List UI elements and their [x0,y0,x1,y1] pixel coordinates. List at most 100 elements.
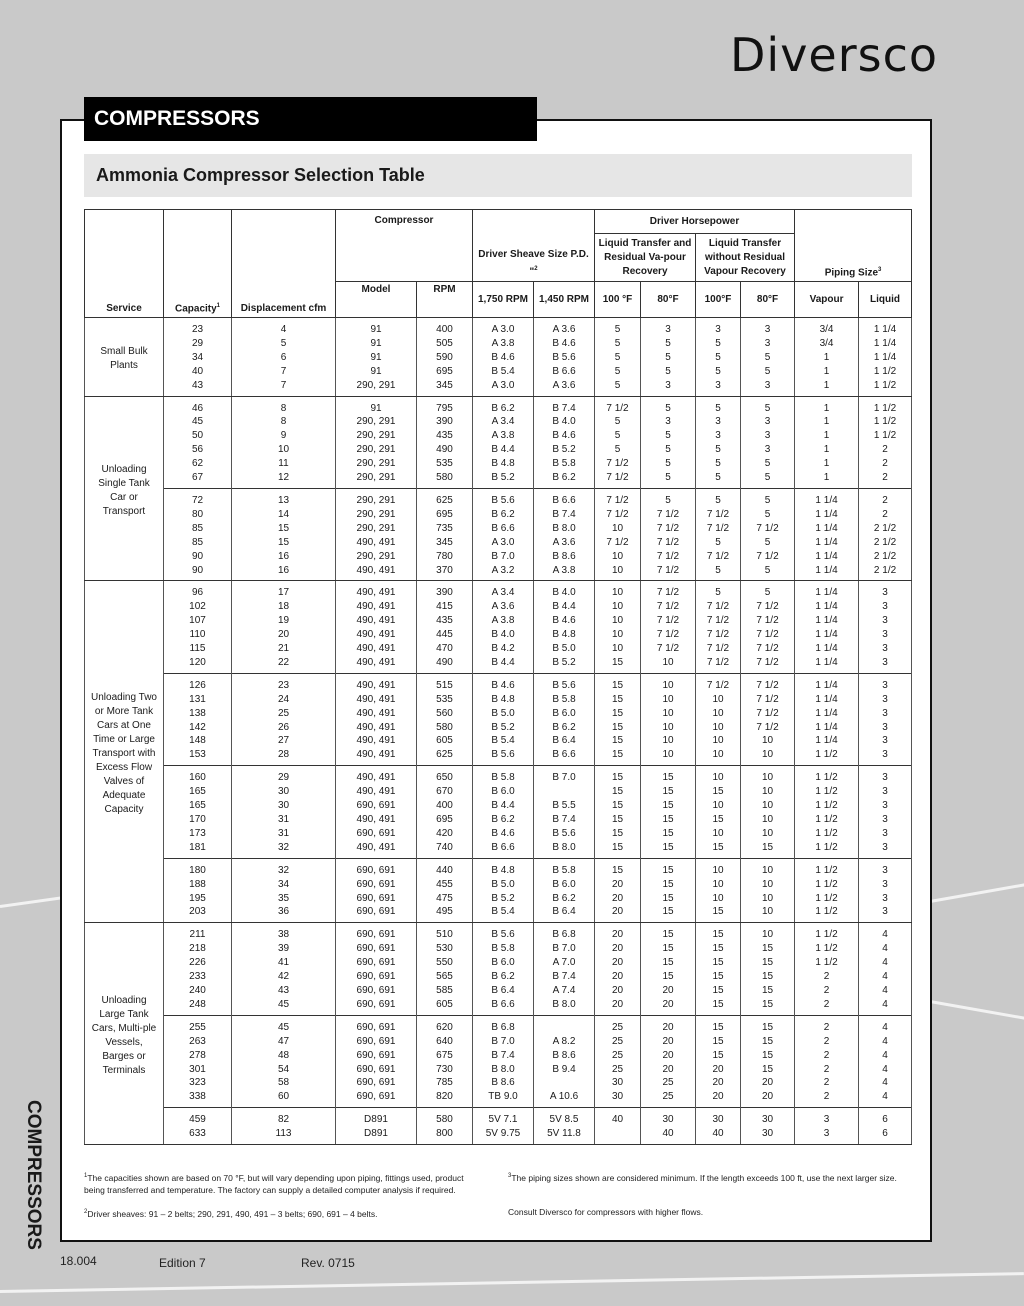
liquid-cell: 3 [858,600,913,615]
displacement-cell: 12 [231,471,336,489]
table-row: 72 13 290, 291 625 B 5.6 B 6.6 7 1/2 5 5 5 1 1/4 2 [85,487,913,508]
hp-80f-without-cell: 15 [739,1034,796,1049]
sheave-1450-cell: B 9.4 [533,1062,595,1077]
hp-80f-with-cell: 20 [640,983,696,998]
sheave-1450-cell: B 6.4 [533,734,595,749]
hp-80f-with-cell: 15 [640,799,696,813]
hp-100f-with-cell: 20 [594,956,641,971]
sheave-1750-cell: B 6.2 [472,970,534,984]
hp-100f-without-cell: 15 [695,813,741,827]
liquid-cell: 3 [858,905,913,924]
table-row: 180 32 690, 691 440 B 4.8 B 5.8 15 15 10 10 1 1/2 3 [85,857,913,878]
hp-80f-without-cell: 5 [739,580,796,601]
sheave-1750-cell: B 4.6 [472,350,534,365]
hp-100f-with-cell: 7 1/2 [594,395,641,416]
hp-100f-with-cell: 20 [594,877,641,892]
capacity-cell: 29 [163,336,232,351]
table-row: 56 10 290, 291 490 B 4.4 B 5.2 5 5 5 3 1 2 [85,443,913,458]
model-cell: 490, 491 [335,692,417,707]
rpm-cell: 440 [416,857,473,878]
hp-100f-with-cell: 5 [594,443,641,458]
vapour-cell: 1 1/4 [794,580,860,601]
liquid-cell: 2 1/2 [858,535,913,550]
sheave-1750-cell: B 5.2 [472,471,534,489]
hp-100f-without-cell: 15 [695,1034,741,1049]
header-service: Service [84,209,164,318]
displacement-cell: 32 [231,857,336,878]
displacement-cell: 60 [231,1090,336,1108]
rpm-cell: 565 [416,970,473,984]
hp-100f-without-cell: 5 [695,336,741,351]
table-row: 90 16 290, 291 780 B 7.0 B 8.6 10 7 1/2 7 1/2 7 1… [85,549,913,564]
hp-100f-without-cell: 30 [695,1107,741,1128]
table-row: 120 22 490, 491 490 B 4.4 B 5.2 15 10 7 1/2 7 1/2… [85,655,913,674]
table-row: Unloading Single Tank Car or Transport 46… [84,395,913,582]
rpm-cell: 510 [416,922,473,943]
hp-100f-without-cell: 20 [695,1090,741,1108]
hp-80f-with-cell: 15 [640,765,696,786]
hp-80f-with-cell: 15 [640,891,696,906]
displacement-cell: 10 [231,443,336,458]
hp-100f-with-cell: 10 [594,600,641,615]
vapour-cell: 1 1/4 [794,487,860,508]
hp-100f-with-cell: 30 [594,1090,641,1108]
hp-100f-without-cell: 5 [695,364,741,379]
vapour-cell: 3 [794,1107,860,1128]
sheave-1450-cell: A 7.4 [533,983,595,998]
model-cell: 490, 491 [335,734,417,749]
sheave-1450-cell: B 7.4 [533,970,595,984]
displacement-cell: 16 [231,549,336,564]
liquid-cell: 4 [858,983,913,998]
capacity-cell: 160 [163,765,232,786]
capacity-cell: 102 [163,600,232,615]
displacement-cell: 7 [231,364,336,379]
header-1450-rpm: 1,450 RPM [533,281,595,318]
displacement-cell: 26 [231,720,336,735]
hp-80f-with-cell: 5 [640,336,696,351]
sheave-1750-cell: B 5.8 [472,765,534,786]
displacement-cell: 8 [231,415,336,430]
capacity-cell: 50 [163,429,232,444]
sheave-1450-cell: B 6.2 [533,720,595,735]
hp-100f-without-cell: 3 [695,415,741,430]
capacity-cell: 67 [163,471,232,489]
sheave-1450-cell: B 5.8 [533,692,595,707]
sheave-1750-cell: B 4.8 [472,692,534,707]
capacity-cell: 80 [163,507,232,522]
capacity-cell: 56 [163,443,232,458]
sheave-1750-cell: A 3.6 [472,600,534,615]
hp-80f-with-cell: 15 [640,942,696,957]
capacity-cell: 115 [163,642,232,656]
background-stripe [929,882,1024,903]
sheave-1750-cell: B 4.4 [472,799,534,813]
liquid-cell: 4 [858,1090,913,1108]
hp-100f-with-cell: 15 [594,655,641,674]
model-cell: 490, 491 [335,840,417,859]
model-cell: 690, 691 [335,799,417,813]
hp-100f-without-cell: 7 1/2 [695,672,741,693]
hp-80f-without-cell: 20 [739,1076,796,1091]
sheave-1450-cell: B 5.6 [533,826,595,841]
rpm-cell: 735 [416,521,473,536]
table-row: 263 47 690, 691 640 B 7.0 A 8.2 25 20 15 15 2 4 [85,1034,913,1049]
sheave-1750-cell: B 5.8 [472,942,534,957]
capacity-cell: 90 [163,549,232,564]
displacement-cell: 25 [231,706,336,721]
rpm-cell: 625 [416,748,473,766]
hp-100f-without-cell: 5 [695,395,741,416]
header-without-recovery: Liquid Transfer without Residual Vapour … [694,233,796,282]
hp-80f-without-cell: 10 [739,785,796,800]
hp-80f-with-cell: 20 [640,1014,696,1035]
displacement-cell: 13 [231,487,336,508]
displacement-cell: 43 [231,983,336,998]
hp-80f-without-cell: 3 [739,336,796,351]
hp-100f-with-cell: 7 1/2 [594,507,641,522]
sheave-1750-cell: A 3.8 [472,336,534,351]
table-row: 50 9 290, 291 435 A 3.8 B 4.6 5 5 3 3 1 1 1/2 [85,429,913,444]
edition: Edition 7 [159,1256,206,1270]
model-cell: 690, 691 [335,857,417,878]
sheave-1750-cell: A 3.0 [472,378,534,397]
header-with-recovery: Liquid Transfer and Residual Va-pour Rec… [594,233,696,282]
table-row: 131 24 490, 491 535 B 4.8 B 5.8 15 10 10 7 1/2 1 1… [85,692,913,707]
displacement-cell: 11 [231,457,336,472]
